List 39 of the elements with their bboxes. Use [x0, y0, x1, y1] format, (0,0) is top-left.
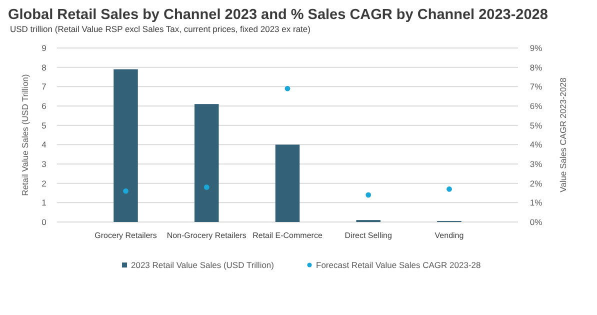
bar — [194, 104, 219, 222]
y2-tick-label: 0% — [530, 217, 543, 227]
chart-title: Global Retail Sales by Channel 2023 and % Sales CAGR by Channel 2023-2028 — [8, 7, 548, 23]
y2-tick-label: 6% — [530, 101, 543, 111]
y-axis-title: Retail Value Sales (USD Trillion) — [20, 74, 30, 196]
y-tick-label: 8 — [42, 62, 47, 72]
y-tick-label: 7 — [42, 82, 47, 92]
y2-tick-label: 8% — [530, 62, 543, 72]
bar — [114, 69, 138, 222]
x-tick-label: Retail E-Commerce — [252, 231, 323, 240]
x-tick-label: Non-Grocery Retailers — [166, 231, 246, 240]
point — [446, 186, 452, 192]
legend-label: Forecast Retail Value Sales CAGR 2023-28 — [316, 260, 481, 270]
y-tick-label: 2 — [42, 178, 47, 188]
y-tick-label: 3 — [42, 159, 47, 169]
y2-tick-label: 5% — [530, 120, 543, 130]
y2-tick-label: 4% — [530, 140, 543, 150]
y-tick-label: 0 — [42, 217, 47, 227]
point — [204, 184, 210, 190]
point — [284, 86, 290, 92]
y-tick-label: 6 — [42, 101, 47, 111]
x-tick-label: Direct Selling — [344, 231, 392, 240]
y-tick-label: 4 — [42, 140, 47, 150]
y-tick-label: 9 — [42, 43, 47, 53]
bar — [275, 144, 300, 222]
y2-axis-title: Value Sales CAGR 2023-2028 — [558, 77, 568, 192]
point — [123, 188, 128, 194]
y2-tick-label: 2% — [530, 178, 543, 188]
point — [366, 192, 372, 198]
y2-tick-label: 9% — [530, 43, 543, 53]
y2-tick-label: 7% — [530, 82, 543, 92]
y-tick-label: 5 — [42, 120, 47, 130]
x-tick-label: Grocery Retailers — [94, 231, 157, 240]
chart-subtitle: USD trillion (Retail Value RSP excl Sales Tax, current prices, fixed 2023 ex rate) — [10, 24, 311, 34]
y2-tick-label: 1% — [530, 198, 543, 208]
x-tick-label: Vending — [434, 231, 464, 240]
y-tick-label: 1 — [42, 198, 47, 208]
legend-label: 2023 Retail Value Sales (USD Trillion) — [131, 260, 274, 270]
y2-tick-label: 3% — [530, 159, 543, 169]
